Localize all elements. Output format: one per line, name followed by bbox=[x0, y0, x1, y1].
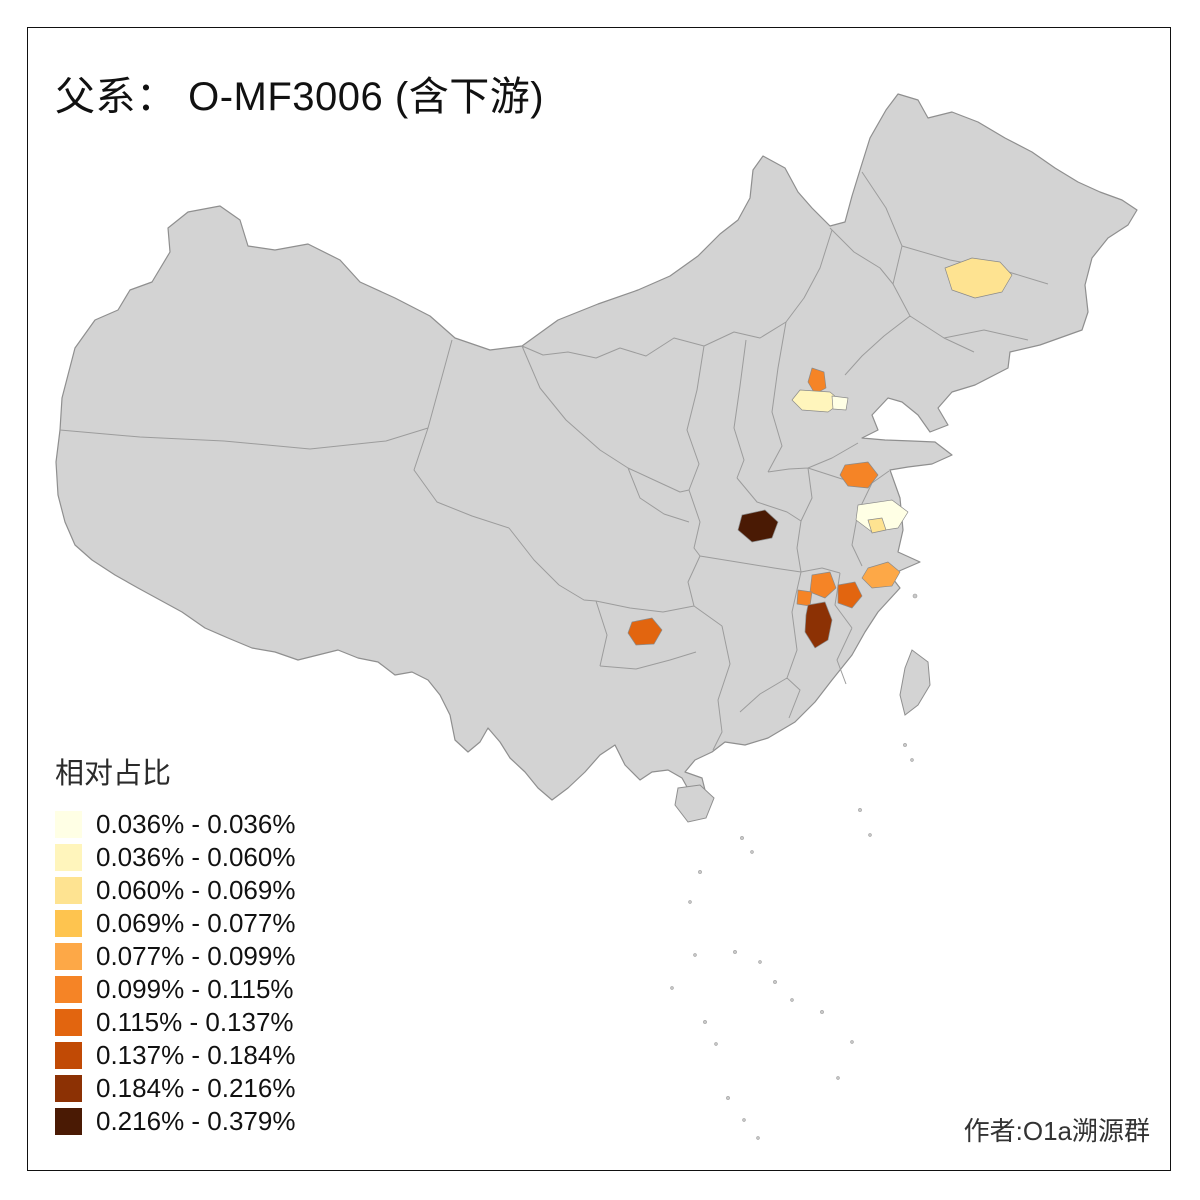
legend-swatch bbox=[55, 1009, 82, 1036]
legend-item: 0.077% - 0.099% bbox=[55, 940, 295, 973]
legend-item: 0.036% - 0.036% bbox=[55, 808, 295, 841]
patch-shanghai-south-jiangsu bbox=[861, 561, 901, 589]
patch-guizhou-central bbox=[627, 617, 663, 646]
patch-northeast-harbin bbox=[944, 257, 1013, 299]
legend-swatch bbox=[55, 943, 82, 970]
patch-jiangxi-northwest bbox=[796, 589, 813, 607]
legend-label: 0.099% - 0.115% bbox=[96, 974, 294, 1004]
legend-swatch bbox=[55, 1042, 82, 1069]
legend-swatch bbox=[55, 1075, 82, 1102]
patch-hubei-dark bbox=[737, 509, 779, 543]
patch-anhui-south bbox=[809, 571, 837, 599]
legend: 相对占比 0.036% - 0.036% 0.036% - 0.060% 0.0… bbox=[55, 750, 295, 1138]
patch-beijing bbox=[807, 367, 827, 395]
legend-swatch bbox=[55, 1108, 82, 1135]
legend-label: 0.077% - 0.099% bbox=[96, 941, 296, 971]
south-sea-islets bbox=[670, 593, 918, 1140]
legend-swatch bbox=[55, 976, 82, 1003]
legend-label: 0.216% - 0.379% bbox=[96, 1106, 296, 1136]
author-credit: 作者:O1a溯源群 bbox=[963, 1116, 1150, 1146]
legend-item: 0.069% - 0.077% bbox=[55, 907, 295, 940]
legend-label: 0.137% - 0.184% bbox=[96, 1040, 296, 1070]
patch-jiangxi-north-dark bbox=[804, 601, 833, 649]
legend-swatch bbox=[55, 811, 82, 838]
patch-zhejiang-north bbox=[837, 581, 863, 609]
map-title: 父系： O-MF3006 (含下游) bbox=[55, 75, 545, 119]
legend-title: 相对占比 bbox=[55, 758, 172, 790]
patch-tianjin-coastal-pale bbox=[831, 395, 849, 411]
hainan-island bbox=[674, 784, 715, 823]
province-borders bbox=[59, 171, 1049, 751]
legend-swatch bbox=[55, 844, 82, 871]
legend-item: 0.099% - 0.115% bbox=[55, 973, 295, 1006]
plot-border bbox=[27, 27, 1171, 1171]
legend-label: 0.060% - 0.069% bbox=[96, 875, 296, 905]
highlighted-regions bbox=[627, 257, 1013, 649]
legend-item: 0.060% - 0.069% bbox=[55, 874, 295, 907]
legend-label: 0.184% - 0.216% bbox=[96, 1073, 296, 1103]
legend-label: 0.115% - 0.137% bbox=[96, 1007, 294, 1037]
legend-item: 0.137% - 0.184% bbox=[55, 1039, 295, 1072]
legend-item: 0.036% - 0.060% bbox=[55, 841, 295, 874]
legend-swatch bbox=[55, 910, 82, 937]
legend-item: 0.115% - 0.137% bbox=[55, 1006, 295, 1039]
patch-jiangsu-central-cream bbox=[867, 517, 887, 534]
legend-swatch bbox=[55, 877, 82, 904]
legend-label: 0.069% - 0.077% bbox=[96, 908, 296, 938]
legend-item: 0.216% - 0.379% bbox=[55, 1105, 295, 1138]
patch-jiangsu-north bbox=[839, 461, 879, 489]
taiwan-island bbox=[899, 649, 931, 716]
legend-label: 0.036% - 0.036% bbox=[96, 809, 296, 839]
patch-hebei-tianjin-pale bbox=[791, 389, 843, 413]
legend-item: 0.184% - 0.216% bbox=[55, 1072, 295, 1105]
legend-label: 0.036% - 0.060% bbox=[96, 842, 296, 872]
